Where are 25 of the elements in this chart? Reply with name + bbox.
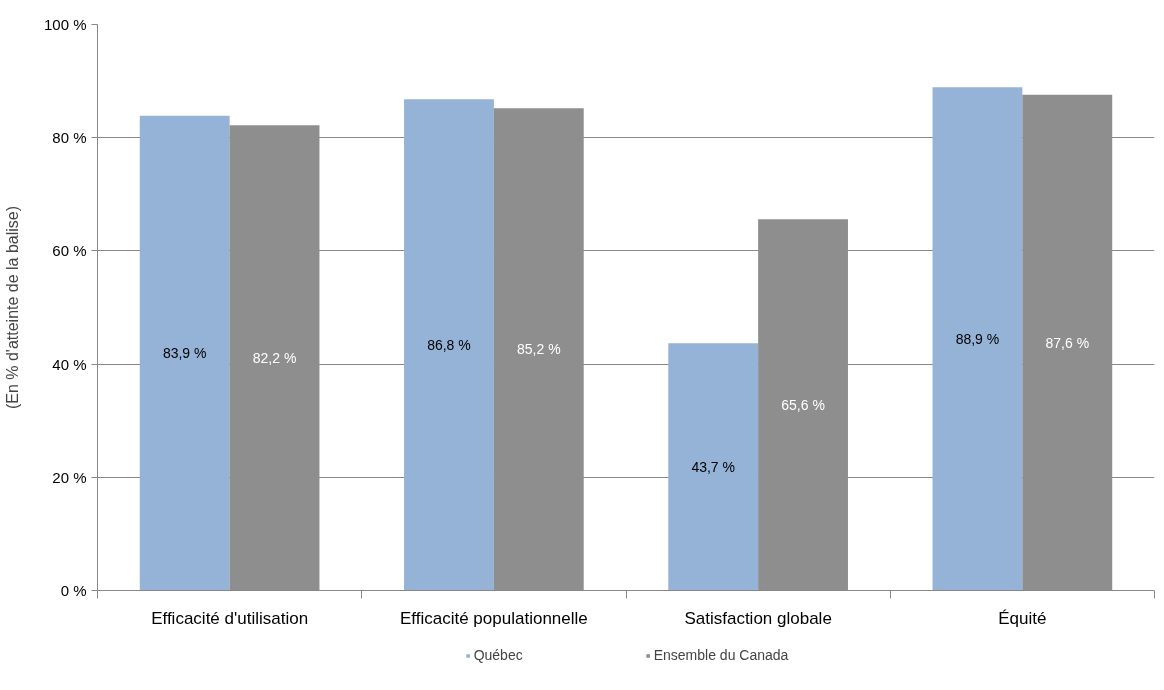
x-tick-label: Satisfaction globale xyxy=(684,608,832,628)
legend-label: Ensemble du Canada xyxy=(653,647,789,663)
data-label: 82,2 % xyxy=(252,349,297,366)
legend-label: Québec xyxy=(473,647,523,663)
x-tick-label: Efficacité d'utilisation xyxy=(151,608,309,628)
x-tick-label: Équité xyxy=(998,608,1047,628)
y-tick-label: 60 % xyxy=(52,242,87,260)
y-tick-label: 80 % xyxy=(52,129,87,147)
data-label: 88,9 % xyxy=(955,330,1000,347)
y-tick-label: 20 % xyxy=(52,468,87,486)
bar xyxy=(932,87,1023,591)
bar xyxy=(404,99,494,591)
bar xyxy=(668,343,759,591)
bar xyxy=(139,115,230,591)
y-tick-label: 0 % xyxy=(60,582,87,599)
x-tick-label: Efficacité populationnelle xyxy=(399,608,588,628)
y-tick-label: 40 % xyxy=(52,355,87,373)
data-label: 86,8 % xyxy=(427,336,471,353)
data-label: 87,6 % xyxy=(1045,334,1090,351)
data-label: 43,7 % xyxy=(691,458,735,475)
data-label: 85,2 % xyxy=(517,341,561,358)
y-axis-title: (En % d'atteinte de la balise) xyxy=(3,205,21,410)
data-label: 83,9 % xyxy=(162,345,207,362)
data-label: 65,6 % xyxy=(781,396,825,413)
y-tick-label: 100 % xyxy=(43,16,87,33)
